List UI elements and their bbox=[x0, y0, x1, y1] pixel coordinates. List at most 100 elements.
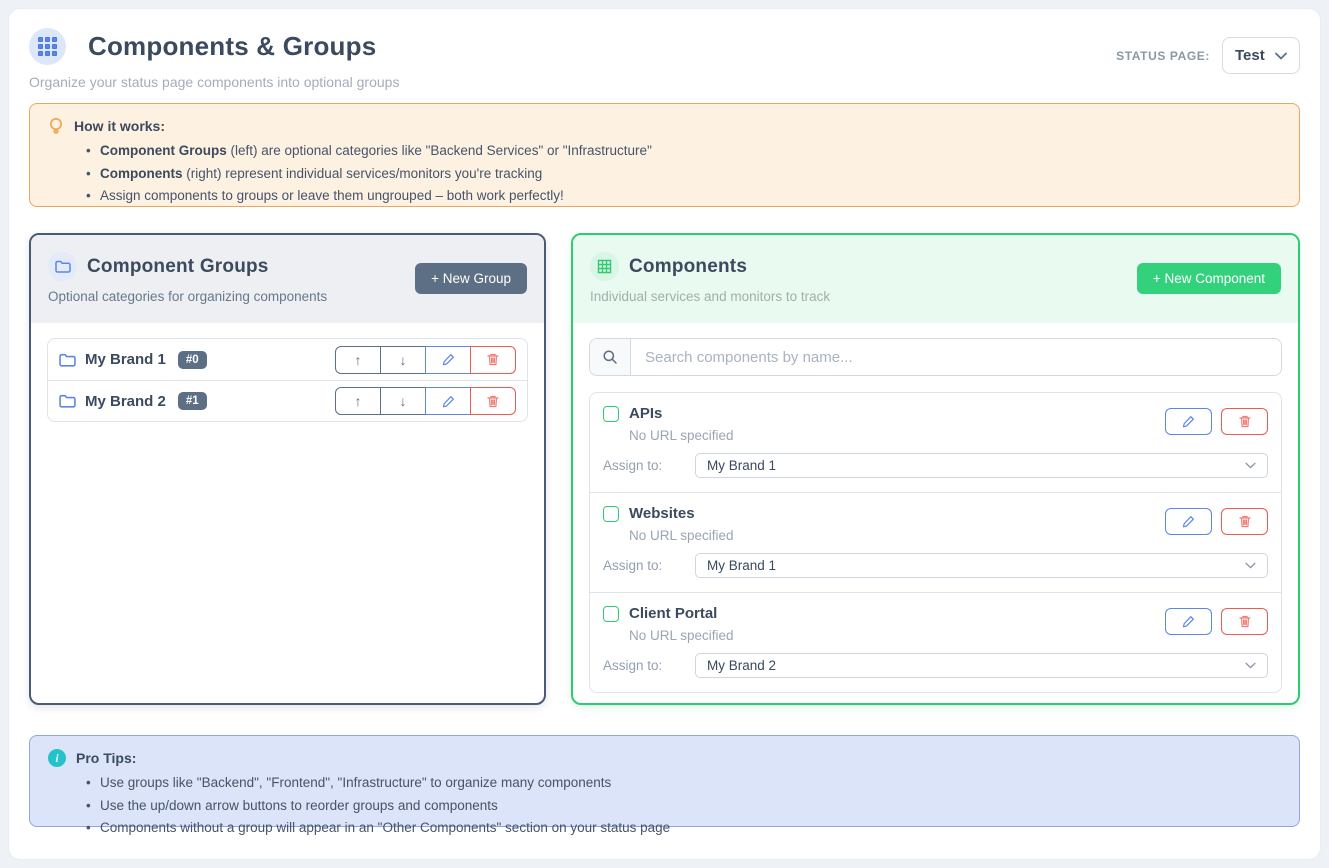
group-row: My Brand 2 #1 ↑ ↓ bbox=[48, 380, 527, 421]
component-groups-panel: Component Groups Optional categories for… bbox=[29, 233, 546, 705]
folder-icon-badge bbox=[48, 252, 77, 281]
pencil-icon bbox=[1182, 616, 1194, 628]
group-name: My Brand 2 bbox=[85, 392, 166, 410]
component-url-text: No URL specified bbox=[629, 428, 734, 443]
assign-group-select[interactable]: My Brand 1 bbox=[695, 453, 1268, 478]
component-actions bbox=[1165, 408, 1268, 435]
groups-panel-body: My Brand 1 #0 ↑ ↓ My Bra bbox=[31, 323, 544, 703]
component-actions bbox=[1165, 508, 1268, 535]
component-actions bbox=[1165, 608, 1268, 635]
groups-panel-title: Component Groups bbox=[87, 255, 269, 277]
component-checkbox-icon[interactable] bbox=[603, 405, 619, 422]
status-page-picker: STATUS PAGE: Test bbox=[1116, 37, 1300, 74]
new-component-button[interactable]: + New Component bbox=[1136, 262, 1281, 294]
header-left: Components & Groups Organize your status… bbox=[29, 28, 399, 90]
assign-group-select[interactable]: My Brand 2 bbox=[695, 653, 1268, 678]
pro-tips-box: i Pro Tips: Use groups like "Backend", "… bbox=[29, 735, 1300, 837]
assign-to-label: Assign to: bbox=[603, 658, 663, 673]
assigned-group-value: My Brand 1 bbox=[707, 558, 777, 573]
assign-group-select[interactable]: My Brand 1 bbox=[695, 553, 1268, 578]
components-panel-subtitle: Individual services and monitors to trac… bbox=[590, 289, 831, 304]
components-panel-header: Components Individual services and monit… bbox=[573, 235, 1298, 323]
delete-component-button[interactable] bbox=[1221, 508, 1268, 535]
assign-to-label: Assign to: bbox=[603, 458, 663, 473]
component-checkbox-icon[interactable] bbox=[603, 505, 619, 522]
edit-group-button[interactable] bbox=[425, 345, 471, 374]
group-actions: ↑ ↓ bbox=[335, 345, 516, 374]
page-subtitle: Organize your status page components int… bbox=[29, 74, 400, 90]
component-name: APIs bbox=[629, 405, 663, 422]
chevron-down-icon bbox=[1245, 462, 1256, 469]
lightbulb-icon bbox=[50, 118, 62, 134]
edit-component-button[interactable] bbox=[1165, 408, 1212, 435]
edit-component-button[interactable] bbox=[1165, 608, 1212, 635]
pro-tips-item: Use groups like "Backend", "Frontend", "… bbox=[48, 774, 1281, 793]
move-group-down-button[interactable]: ↓ bbox=[380, 345, 426, 374]
trash-icon bbox=[487, 395, 499, 407]
folder-icon bbox=[59, 394, 76, 408]
component-list: APIs No URL specified Assign to: bbox=[589, 392, 1282, 693]
components-panel: Components Individual services and monit… bbox=[571, 233, 1300, 705]
how-it-works-item: Components (right) represent individual … bbox=[48, 165, 1281, 184]
page-header: Components & Groups Organize your status… bbox=[29, 28, 1300, 90]
info-icon: i bbox=[48, 749, 66, 767]
table-icon-badge bbox=[590, 252, 619, 281]
trash-icon bbox=[1238, 615, 1251, 628]
assigned-group-value: My Brand 2 bbox=[707, 658, 777, 673]
assigned-group-value: My Brand 1 bbox=[707, 458, 777, 473]
group-order-badge: #1 bbox=[177, 392, 207, 410]
component-search-bar bbox=[589, 338, 1282, 376]
component-url-text: No URL specified bbox=[629, 528, 734, 543]
move-group-up-button[interactable]: ↑ bbox=[335, 345, 381, 374]
pencil-icon bbox=[442, 354, 454, 366]
pro-tips-title: Pro Tips: bbox=[76, 750, 137, 766]
group-row: My Brand 1 #0 ↑ ↓ bbox=[48, 339, 527, 380]
pencil-icon bbox=[1182, 516, 1194, 528]
search-icon bbox=[590, 339, 631, 375]
how-it-works-list: Component Groups (left) are optional cat… bbox=[48, 142, 1281, 206]
status-page-label: STATUS PAGE: bbox=[1116, 48, 1210, 63]
delete-group-button[interactable] bbox=[470, 345, 516, 374]
groups-panel-subtitle: Optional categories for organizing compo… bbox=[48, 289, 328, 304]
pro-tips-list: Use groups like "Backend", "Frontend", "… bbox=[48, 774, 1281, 838]
groups-panel-header: Component Groups Optional categories for… bbox=[31, 235, 544, 323]
components-panel-body: APIs No URL specified Assign to: bbox=[573, 323, 1298, 703]
how-it-works-item: Component Groups (left) are optional cat… bbox=[48, 142, 1281, 161]
how-it-works-item: Assign components to groups or leave the… bbox=[48, 187, 1281, 206]
component-checkbox-icon[interactable] bbox=[603, 605, 619, 622]
components-grid-icon bbox=[29, 28, 66, 65]
trash-icon bbox=[1238, 515, 1251, 528]
new-group-button[interactable]: + New Group bbox=[415, 262, 527, 294]
delete-component-button[interactable] bbox=[1221, 608, 1268, 635]
pencil-icon bbox=[442, 395, 454, 407]
how-it-works-title: How it works: bbox=[74, 118, 166, 134]
pro-tips-item: Use the up/down arrow buttons to reorder… bbox=[48, 797, 1281, 816]
folder-icon bbox=[59, 353, 76, 367]
main-card: Components & Groups Organize your status… bbox=[8, 8, 1321, 860]
delete-group-button[interactable] bbox=[470, 387, 516, 415]
chevron-down-icon bbox=[1245, 562, 1256, 569]
move-group-down-button[interactable]: ↓ bbox=[380, 387, 426, 415]
component-row: APIs No URL specified Assign to: bbox=[590, 393, 1281, 492]
group-actions: ↑ ↓ bbox=[335, 387, 516, 415]
search-input[interactable] bbox=[631, 339, 1281, 375]
folder-icon bbox=[54, 260, 71, 273]
components-panel-title: Components bbox=[629, 255, 748, 277]
panels-row: Component Groups Optional categories for… bbox=[29, 233, 1300, 705]
status-page-select[interactable]: Test bbox=[1222, 37, 1300, 74]
trash-icon bbox=[487, 353, 499, 366]
move-group-up-button[interactable]: ↑ bbox=[335, 387, 381, 415]
pencil-icon bbox=[1182, 416, 1194, 428]
group-order-badge: #0 bbox=[177, 350, 207, 369]
edit-group-button[interactable] bbox=[425, 387, 471, 415]
status-page-value: Test bbox=[1235, 47, 1265, 64]
group-name: My Brand 1 bbox=[85, 351, 166, 368]
chevron-down-icon bbox=[1275, 52, 1287, 59]
how-it-works-box: How it works: Component Groups (left) ar… bbox=[29, 103, 1300, 207]
delete-component-button[interactable] bbox=[1221, 408, 1268, 435]
component-url-text: No URL specified bbox=[629, 628, 734, 643]
component-row: Websites No URL specified Assign to: bbox=[590, 492, 1281, 592]
page-title: Components & Groups bbox=[88, 31, 377, 61]
edit-component-button[interactable] bbox=[1165, 508, 1212, 535]
component-name: Client Portal bbox=[629, 605, 718, 622]
